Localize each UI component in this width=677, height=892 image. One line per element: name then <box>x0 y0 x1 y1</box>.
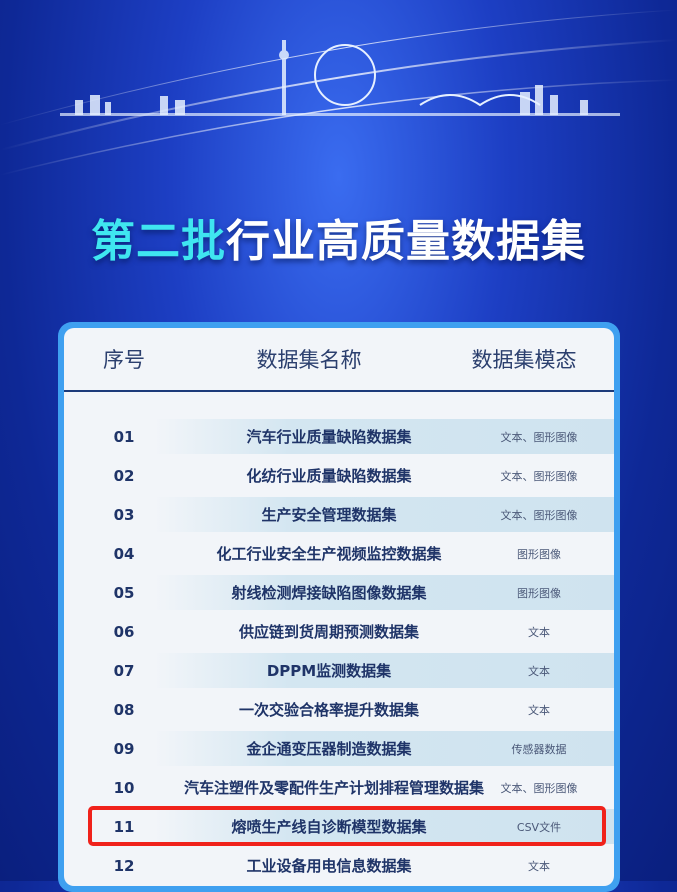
table-row: 06 供应链到货周期预测数据集 文本 <box>64 612 614 651</box>
city-skyline-banner <box>0 9 677 176</box>
table-row: 09 金企通变压器制造数据集 传感器数据 <box>64 729 614 768</box>
header-mode: 数据集模态 <box>471 348 577 372</box>
row-mode: 文本、图形图像 <box>500 508 578 522</box>
row-index: 12 <box>113 856 135 875</box>
row-mode: 文本 <box>528 859 550 873</box>
row-name: 射线检测焊接缺陷图像数据集 <box>231 584 427 602</box>
row-index: 06 <box>113 622 135 641</box>
row-mode: 文本、图形图像 <box>500 430 578 444</box>
row-name: 化工行业安全生产视频监控数据集 <box>216 545 442 563</box>
page-title: 第二批行业高质量数据集 <box>0 205 677 269</box>
row-mode: 传感器数据 <box>511 742 567 756</box>
row-mode: 文本、图形图像 <box>500 781 578 795</box>
row-mode: 文本 <box>528 703 550 717</box>
row-index: 01 <box>113 427 135 446</box>
row-name: 生产安全管理数据集 <box>261 506 397 524</box>
table-row: 02 化纺行业质量缺陷数据集 文本、图形图像 <box>64 456 614 495</box>
table-row: 05 射线检测焊接缺陷图像数据集 图形图像 <box>64 573 614 612</box>
row-index: 10 <box>113 778 135 797</box>
row-mode: 图形图像 <box>517 547 561 561</box>
table-row: 03 生产安全管理数据集 文本、图形图像 <box>64 495 614 534</box>
table-row: 04 化工行业安全生产视频监控数据集 图形图像 <box>64 534 614 573</box>
row-name: 汽车行业质量缺陷数据集 <box>246 428 412 446</box>
row-name: 化纺行业质量缺陷数据集 <box>246 467 412 485</box>
row-name: 供应链到货周期预测数据集 <box>238 623 419 641</box>
table-header: 序号 数据集名称 数据集模态 <box>64 328 614 392</box>
row-name: 工业设备用电信息数据集 <box>246 857 412 875</box>
row-mode: 文本 <box>528 664 550 678</box>
table-row: 10 汽车注塑件及零配件生产计划排程管理数据集 文本、图形图像 <box>64 768 614 807</box>
row-index: 04 <box>113 544 135 563</box>
table-row: 01 汽车行业质量缺陷数据集 文本、图形图像 <box>64 417 614 456</box>
row-name: 汽车注塑件及零配件生产计划排程管理数据集 <box>184 779 485 797</box>
row-mode: CSV文件 <box>516 820 562 834</box>
row-index: 09 <box>113 739 135 758</box>
highlight-box <box>88 806 606 846</box>
row-mode: 文本、图形图像 <box>500 469 578 483</box>
table-row: 12 工业设备用电信息数据集 文本 <box>64 846 614 885</box>
row-index: 08 <box>113 700 135 719</box>
header-name: 数据集名称 <box>256 348 362 372</box>
row-name: 金企通变压器制造数据集 <box>246 740 412 758</box>
row-name: 熔喷生产线自诊断模型数据集 <box>231 818 427 836</box>
row-index: 03 <box>113 505 135 524</box>
table-row: 11 熔喷生产线自诊断模型数据集 CSV文件 <box>64 807 614 846</box>
header-index: 序号 <box>103 348 145 372</box>
row-index: 02 <box>113 466 135 485</box>
row-mode: 图形图像 <box>517 586 561 600</box>
title-rest: 行业高质量数据集 <box>226 216 586 267</box>
title-highlight: 第二批 <box>91 216 226 267</box>
row-index: 05 <box>113 583 135 602</box>
row-mode: 文本 <box>528 625 550 639</box>
row-index: 07 <box>113 661 135 680</box>
table-row: 08 一次交验合格率提升数据集 文本 <box>64 690 614 729</box>
row-name: 一次交验合格率提升数据集 <box>238 701 419 719</box>
row-name: DPPM监测数据集 <box>266 662 392 680</box>
dataset-table-card: 序号 数据集名称 数据集模态 01 汽车行业质量缺陷数据集 文本、图形图像 02 化纺行… <box>58 322 620 892</box>
row-index: 11 <box>113 817 135 836</box>
table-row: 07 DPPM监测数据集 文本 <box>64 651 614 690</box>
